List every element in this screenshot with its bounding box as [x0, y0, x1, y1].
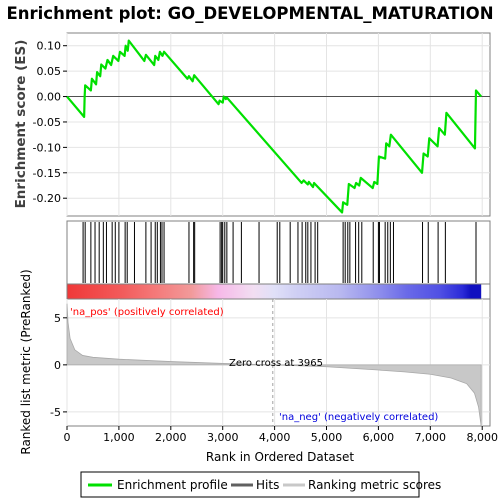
x-tick-label: 2,000 [155, 431, 187, 444]
x-axis-label: Rank in Ordered Dataset [206, 450, 354, 464]
es-y-axis: -0.20 -0.15 -0.10 -0.05 0.00 0.05 0.10 [33, 40, 67, 205]
hits-ticks [82, 222, 477, 283]
legend-label-ranking-metric-scores: Ranking metric scores [308, 478, 441, 492]
x-tick-label: 3,000 [207, 431, 239, 444]
metric-y-axis: -5 0 5 [50, 312, 67, 419]
es-y-tick-label: -0.10 [33, 141, 61, 154]
x-tick-label: 6,000 [363, 431, 395, 444]
hits-panel-frame [66, 220, 491, 285]
legend-item-ranking-metric-scores: Ranking metric scores [283, 478, 441, 492]
es-y-tick-label: 0.00 [37, 91, 62, 104]
es-y-tick-label: 0.10 [37, 40, 62, 53]
es-panel-frame [66, 32, 491, 217]
x-tick-label: 7,000 [415, 431, 447, 444]
legend-label-hits: Hits [256, 478, 279, 492]
x-tick-label: 8,000 [466, 431, 498, 444]
x-axis: 0 1,000 2,000 3,000 4,000 5,000 6,000 7,000 8,00… [64, 426, 498, 444]
metric-y-tick-label: 5 [54, 312, 61, 325]
x-tick-label: 4,000 [259, 431, 291, 444]
metric-y-tick-label: -5 [50, 406, 61, 419]
legend-item-hits: Hits [231, 478, 279, 492]
es-y-tick-label: 0.05 [37, 65, 62, 78]
legend-label-enrichment-profile: Enrichment profile [117, 478, 228, 492]
na-neg-label: 'na_neg' (negatively correlated) [279, 412, 438, 423]
metric-y-tick-label: 0 [54, 359, 61, 372]
legend-item-enrichment-profile: Enrichment profile [88, 478, 228, 492]
ranking-metric-area [66, 303, 482, 427]
x-tick-label: 5,000 [311, 431, 343, 444]
zero-cross-label: Zero cross at 3965 [229, 358, 323, 369]
ranking-gradient-bar [67, 284, 482, 299]
es-y-tick-label: -0.05 [33, 116, 61, 129]
ranking-metric-area-path [66, 303, 482, 427]
enrichment-profile-line [66, 39, 483, 214]
es-y-tick-label: -0.20 [33, 192, 61, 205]
x-tick-label: 1,000 [103, 431, 135, 444]
enrichment-profile-polyline [66, 39, 483, 214]
es-y-axis-label: Enrichment score (ES) [13, 40, 29, 209]
es-y-tick-label: -0.15 [33, 167, 61, 180]
metric-y-axis-label: Ranked list metric (PreRanked) [19, 269, 33, 454]
na-pos-label: 'na_pos' (positively correlated) [70, 307, 224, 318]
chart-title: Enrichment plot: GO_DEVELOPMENTAL_MATURA… [7, 4, 494, 23]
x-tick-label: 0 [64, 431, 71, 444]
